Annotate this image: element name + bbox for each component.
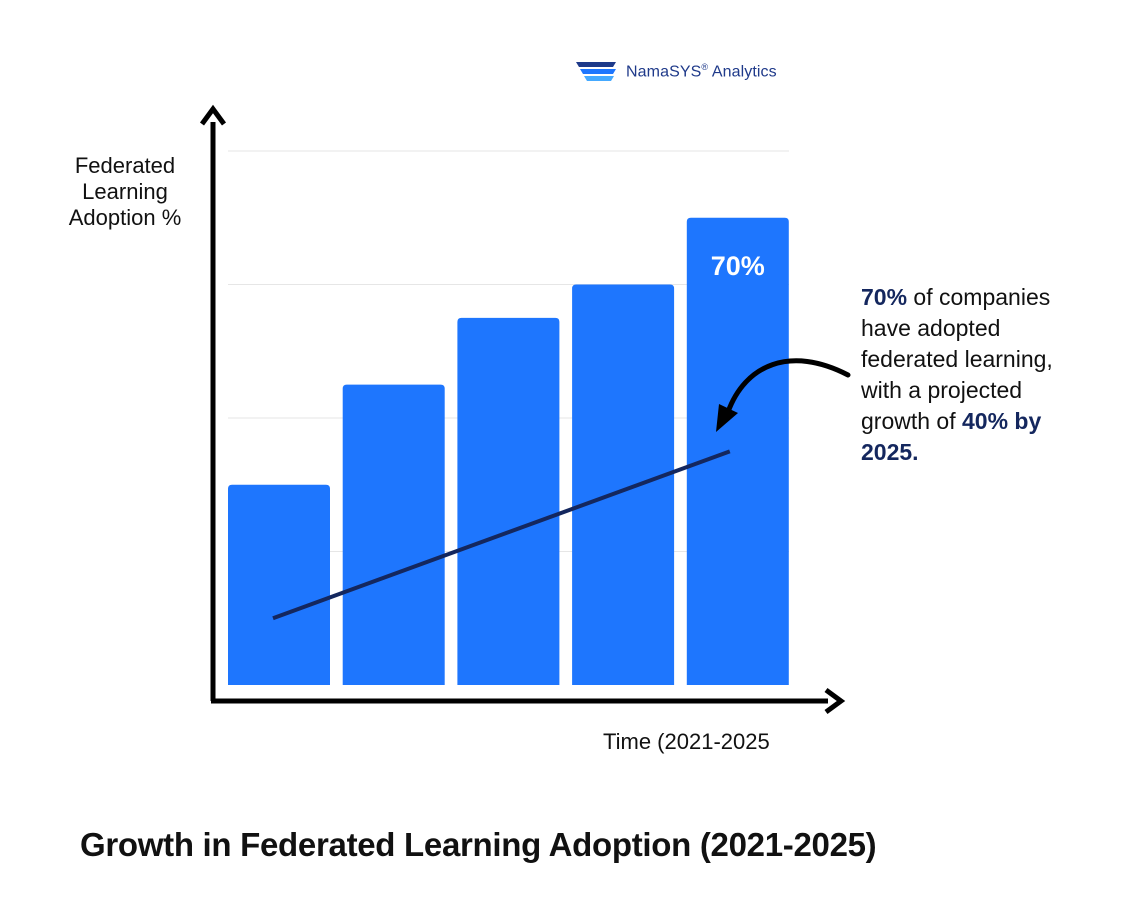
y-axis-label: Federated Learning Adoption % [68, 153, 182, 230]
y-axis-arrowhead [199, 104, 227, 126]
axes [199, 104, 846, 715]
annotation-text: 70% of companies have adopted federated … [861, 284, 1053, 465]
data-labels: 70% [711, 251, 765, 281]
data-label-2025: 70% [711, 251, 765, 281]
x-axis-label: Time (2021-2025 [603, 729, 770, 754]
annotation-highlight-percent: 70% [861, 284, 908, 310]
bar-2024 [572, 284, 675, 685]
bar-2021 [228, 484, 330, 685]
bar-2023 [457, 317, 560, 685]
annotation-highlight-growth: 40% by 2025. [861, 408, 1042, 465]
x-axis-arrowhead [824, 687, 846, 715]
brand-name: NamaSYS® Analytics [626, 62, 777, 81]
bar-2022 [342, 384, 445, 685]
logo-stripes-icon [576, 62, 616, 81]
bar-series [228, 217, 789, 685]
bar-2025 [686, 217, 789, 685]
curved-arrow [716, 358, 851, 432]
trend-line [272, 449, 731, 621]
brand-logo: NamaSYS® Analytics [576, 60, 777, 84]
chart-title: Growth in Federated Learning Adoption (2… [80, 826, 877, 863]
